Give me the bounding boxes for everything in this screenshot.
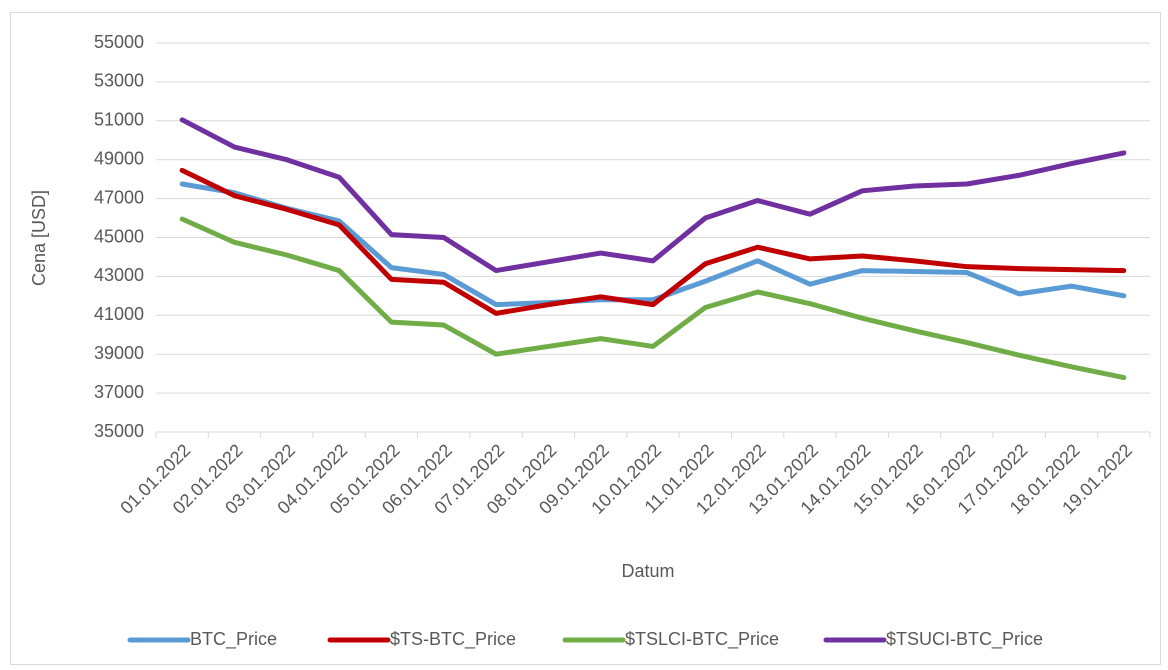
y-tick-label: 51000 xyxy=(94,110,144,130)
y-tick-label: 55000 xyxy=(94,32,144,52)
series-line xyxy=(179,216,1127,381)
y-tick-label: 41000 xyxy=(94,304,144,324)
y-tick-label: 37000 xyxy=(94,382,144,402)
legend-label: $TSLCI-BTC_Price xyxy=(625,629,779,650)
legend-label: $TS-BTC_Price xyxy=(390,629,516,650)
y-tick-label: 49000 xyxy=(94,148,144,168)
y-tick-label: 47000 xyxy=(94,187,144,207)
legend-label: $TSUCI-BTC_Price xyxy=(886,629,1043,650)
y-tick-label: 43000 xyxy=(94,265,144,285)
y-axis-label: Cena [USD] xyxy=(29,190,49,286)
legend-label: BTC_Price xyxy=(190,629,277,650)
y-tick-label: 35000 xyxy=(94,421,144,441)
series-line xyxy=(179,167,1127,316)
series-line xyxy=(179,181,1127,308)
y-tick-label: 39000 xyxy=(94,343,144,363)
series-line xyxy=(179,117,1127,274)
y-tick-label: 53000 xyxy=(94,71,144,91)
x-axis-label: Datum xyxy=(621,561,674,581)
y-tick-label: 45000 xyxy=(94,226,144,246)
